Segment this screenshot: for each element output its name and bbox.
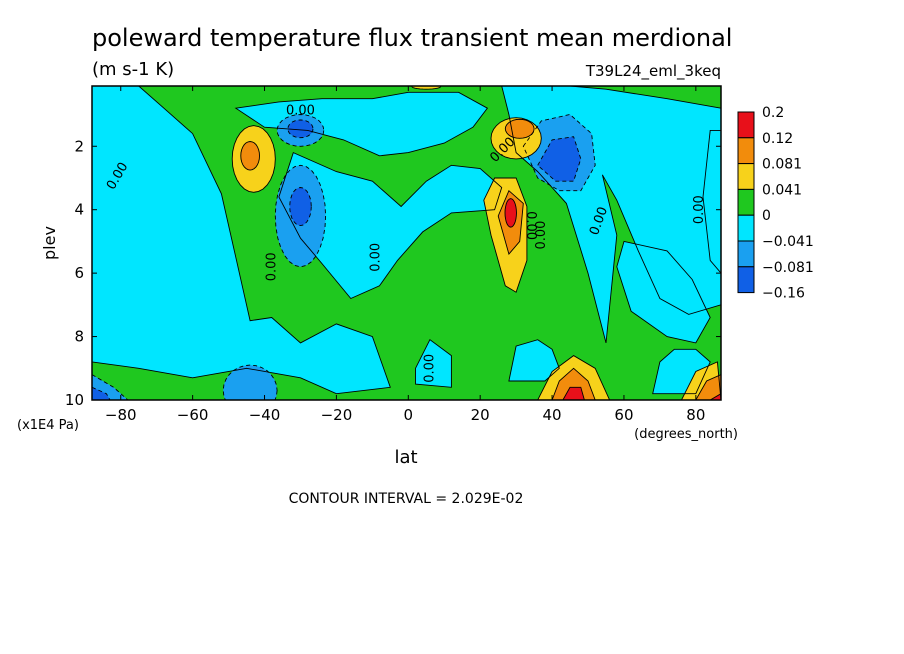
y-axis: 2 4 6 8 10: [65, 137, 721, 409]
contour-label: 0.00: [523, 211, 538, 240]
cyan-region-north-edge: [703, 130, 721, 274]
y-tick-label: 10: [65, 391, 84, 409]
orange-core-south: [240, 141, 260, 171]
contour-line: [562, 386, 585, 400]
x-tick-label: −20: [321, 406, 353, 424]
y-axis-label: plev: [40, 226, 59, 260]
x-axis-label: lat: [394, 447, 417, 468]
contour-line: [287, 119, 314, 139]
contour-lines: [92, 86, 721, 400]
dataset-label: T39L24_eml_3keq: [585, 62, 721, 81]
colorbar-swatch: [737, 266, 755, 294]
contour-line: [92, 386, 111, 400]
contour-label: 0.00: [264, 252, 279, 281]
y-tick-label: 6: [74, 264, 84, 282]
x-tick-label: 20: [471, 406, 490, 424]
orange-core-polar: [695, 374, 721, 400]
colorbar-label: 0.12: [762, 131, 793, 147]
contour-line: [289, 187, 312, 227]
contour-line: [551, 367, 596, 400]
contour-line: [709, 393, 721, 400]
colorbar-label: −0.041: [762, 234, 814, 250]
cyan-region-upper: [235, 92, 488, 156]
blue-region-south-lower: [223, 365, 278, 400]
x-tick-label: 0: [404, 406, 414, 424]
contour-line: [278, 151, 503, 300]
chart-title: poleward temperature flux transient mean…: [92, 24, 732, 52]
red-core-north-mid: [505, 198, 517, 228]
contour-label: 0.00: [286, 104, 315, 119]
contour-line: [537, 355, 611, 400]
contour-line: [231, 125, 276, 193]
contour-line: [274, 164, 327, 268]
contour-line: [92, 374, 129, 400]
contour-line: [497, 189, 524, 256]
contour-line: [652, 348, 711, 395]
plot-frame: [91, 85, 722, 401]
darkblue-core-upper: [287, 119, 313, 138]
y-tick-label: 4: [74, 201, 84, 219]
contour-line: [501, 86, 721, 344]
x-tick-label: 40: [543, 406, 562, 424]
colorbar-swatch: [737, 214, 755, 242]
colorbar-label: −0.081: [762, 260, 814, 276]
contour-line: [695, 374, 721, 400]
chart-units: (m s-1 K): [92, 59, 174, 80]
cyan-region-north-lower-2: [508, 339, 560, 381]
contour-line: [92, 86, 391, 395]
colorbar-label: −0.16: [762, 286, 805, 302]
contour-label: 0.00: [534, 221, 549, 250]
colorbar-swatch: [737, 188, 755, 216]
contour-line: [508, 339, 560, 382]
x-tick-label: 80: [686, 406, 705, 424]
x-tick-label: −40: [249, 406, 281, 424]
contour-line: [616, 240, 711, 344]
contour-line: [522, 114, 596, 192]
y-axis-units: (x1E4 Pa): [17, 418, 79, 433]
darkblue-core-mid: [289, 187, 312, 226]
colorbar-label: 0: [762, 208, 771, 224]
cyan-region-equator-lower: [415, 339, 452, 388]
plot-area: 0.000.000.00 0.000.000.000.00 0.00 0.000.00: [91, 85, 722, 401]
colorbar-swatch: [737, 111, 755, 139]
x-tick-label: 60: [614, 406, 633, 424]
contour-label: 0.00: [692, 195, 707, 224]
contour-line: [504, 118, 535, 139]
x-tick-label: −80: [105, 406, 137, 424]
colorbar-swatch: [737, 137, 755, 165]
contour-line: [537, 136, 582, 182]
contour-line: [240, 141, 260, 171]
contour-line: [483, 177, 528, 293]
contour-label: 0.00: [369, 243, 384, 272]
x-tick-label: −60: [177, 406, 209, 424]
contour-line: [490, 117, 542, 160]
x-axis-units: (degrees_north): [634, 427, 738, 442]
y-tick-label: 2: [74, 137, 84, 155]
contour-line: [504, 198, 517, 228]
colorbar-label: 0.081: [762, 157, 802, 173]
contour-line: [702, 129, 721, 274]
contour-line: [222, 364, 278, 400]
contour-line: [415, 339, 452, 388]
cyan-region-south-mid: [278, 152, 502, 299]
colorbar-label: 0.041: [762, 182, 802, 198]
x-axis: −80 −60 −40 −20 0 20 40 60 80: [105, 86, 705, 424]
y-tick-label: 8: [74, 328, 84, 346]
contour-fields: [92, 86, 721, 400]
contour-label: 0.00: [422, 354, 437, 383]
orange-core-north-lower: [552, 368, 596, 400]
cyan-region-southern: [92, 86, 391, 394]
contour-line: [234, 91, 489, 157]
contour-interval-note: CONTOUR INTERVAL = 2.029E-02: [289, 491, 524, 507]
colorbar-label: 0.2: [762, 105, 784, 121]
colorbar-swatch: [737, 240, 755, 268]
darkblue-core-south-edge: [92, 387, 110, 400]
colorbar: 0.2 0.12 0.081 0.041 0 −0.041 −0.081 −0.16: [737, 105, 814, 302]
darkblue-core-northern: [537, 136, 581, 182]
colorbar-swatch: [737, 163, 755, 190]
contour-line: [680, 361, 721, 400]
